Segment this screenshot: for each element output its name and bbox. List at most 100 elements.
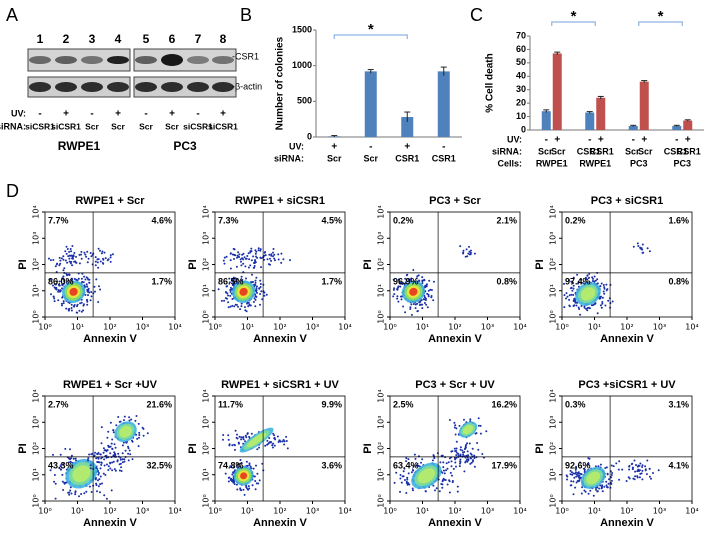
- event-dot: [227, 438, 230, 441]
- uv-label: +: [641, 135, 647, 146]
- y-axis-label: PI: [362, 259, 374, 269]
- event-dot: [225, 285, 228, 288]
- event-dot: [245, 277, 247, 280]
- event-dot: [448, 457, 451, 460]
- event-dot: [267, 263, 270, 266]
- x-tick-label: 10³: [306, 323, 319, 332]
- lane-number: 5: [143, 32, 150, 46]
- event-dot: [456, 485, 459, 488]
- panel-letter: D: [6, 181, 19, 201]
- event-dot: [263, 294, 266, 297]
- event-dot: [589, 489, 592, 492]
- event-dot: [259, 293, 262, 295]
- density-core: [580, 287, 596, 301]
- event-dot: [241, 257, 244, 260]
- y-axis-label: PI: [187, 443, 199, 453]
- y-tick-label: 0: [521, 124, 526, 134]
- event-dot: [607, 299, 610, 302]
- event-dot: [648, 467, 651, 470]
- scatter-cloud: [222, 427, 289, 496]
- event-dot: [80, 301, 83, 304]
- y-axis-label: PI: [362, 443, 374, 453]
- event-dot: [464, 447, 467, 450]
- event-dot: [121, 444, 124, 447]
- y-tick-label: 10⁴: [32, 389, 41, 402]
- event-dot: [258, 287, 261, 290]
- event-dot: [246, 487, 249, 490]
- event-dot: [111, 253, 114, 256]
- event-dot: [446, 467, 449, 470]
- event-dot: [459, 446, 462, 449]
- event-dot: [456, 490, 459, 493]
- event-dot: [273, 437, 276, 440]
- event-dot: [578, 308, 581, 310]
- y-tick-label: 10²: [549, 258, 558, 271]
- event-dot: [99, 288, 102, 291]
- x-tick-label: 10⁴: [338, 507, 351, 516]
- event-dot: [248, 258, 251, 261]
- event-dot: [415, 464, 418, 467]
- event-dot: [405, 492, 408, 494]
- event-dot: [285, 435, 288, 438]
- event-dot: [481, 453, 484, 455]
- bar: [683, 120, 693, 130]
- event-dot: [630, 463, 633, 466]
- event-dot: [259, 249, 262, 252]
- event-dot: [454, 458, 457, 461]
- event-dot: [250, 432, 253, 435]
- event-dot: [236, 433, 238, 436]
- event-dot: [100, 463, 103, 466]
- quadrant-percent: 0.3%: [565, 399, 586, 409]
- density-core: [417, 468, 436, 484]
- event-dot: [449, 471, 452, 474]
- event-dot: [467, 454, 470, 457]
- x-tick-label: 10²: [620, 507, 633, 516]
- row-label: siRNA:: [492, 146, 522, 156]
- event-dot: [229, 465, 232, 468]
- event-dot: [254, 252, 257, 255]
- event-dot: [229, 286, 232, 289]
- event-dot: [146, 432, 149, 435]
- event-dot: [264, 444, 267, 447]
- event-dot: [78, 253, 81, 256]
- x-tick-label: 10²: [103, 323, 116, 332]
- event-dot: [88, 281, 91, 284]
- event-dot: [442, 477, 445, 480]
- event-dot: [455, 465, 457, 468]
- blot-strip: [27, 76, 131, 98]
- event-dot: [235, 436, 238, 439]
- x-tick-label: 10²: [103, 507, 116, 516]
- sirna-label: Scr: [327, 153, 342, 163]
- event-dot: [99, 467, 102, 470]
- event-dot: [574, 468, 577, 471]
- cell-label: RWPE1: [536, 158, 568, 168]
- event-dot: [64, 447, 67, 450]
- event-dot: [579, 461, 581, 464]
- event-dot: [138, 434, 141, 436]
- y-axis-label: Number of colonies: [275, 36, 286, 130]
- event-dot: [98, 461, 101, 464]
- y-tick-label: 10⁰: [549, 494, 558, 507]
- event-dot: [270, 253, 273, 256]
- event-dot: [80, 277, 83, 280]
- event-dot: [473, 457, 476, 460]
- event-dot: [94, 451, 97, 454]
- plot-frame: [214, 395, 346, 502]
- event-dot: [240, 462, 243, 465]
- event-dot: [568, 305, 571, 308]
- y-axis-label: PI: [17, 259, 29, 269]
- density-core: [246, 433, 267, 448]
- lane-number: 1: [37, 32, 44, 46]
- event-dot: [260, 290, 263, 293]
- event-dot: [90, 255, 93, 258]
- event-dot: [471, 447, 474, 450]
- event-dot: [568, 298, 571, 301]
- event-dot: [231, 480, 233, 483]
- event-dot: [87, 278, 90, 281]
- lane-number: 2: [63, 32, 70, 46]
- event-dot: [455, 449, 457, 452]
- event-dot: [454, 461, 457, 464]
- event-dot: [263, 254, 266, 257]
- band: [81, 56, 103, 64]
- event-dot: [229, 252, 232, 255]
